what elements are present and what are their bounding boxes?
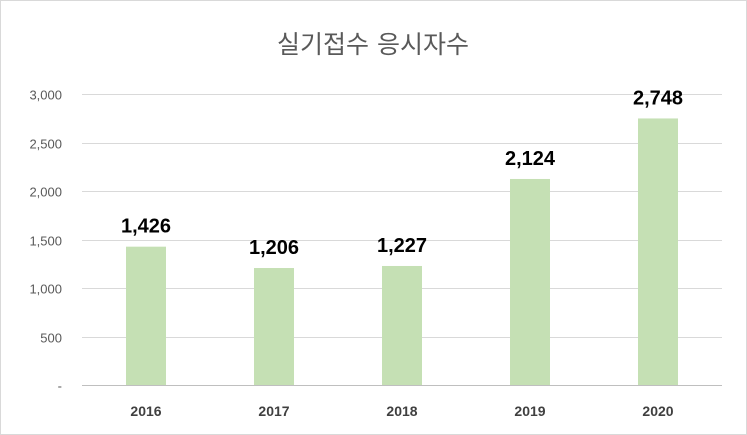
data-label-2017: 1,206 xyxy=(249,237,299,259)
gridlines xyxy=(82,94,722,386)
x-tick-label-2019: 2019 xyxy=(514,403,545,419)
y-tick-label: 1,500 xyxy=(29,234,62,249)
y-tick-label: 500 xyxy=(40,331,62,346)
bar-2017 xyxy=(254,268,294,385)
y-tick-label: 2,000 xyxy=(29,185,62,200)
bar-2018 xyxy=(382,265,422,385)
data-label-2019: 2,124 xyxy=(505,148,556,170)
bar-2016 xyxy=(126,246,166,385)
x-tick-label-2020: 2020 xyxy=(642,403,673,419)
chart-title: 실기접수 응시자수 xyxy=(277,30,469,59)
data-label-2016: 1,426 xyxy=(121,216,171,238)
data-labels: 1,426 1,206 1,227 2,124 2,748 xyxy=(121,87,683,259)
y-tick-label: 2,500 xyxy=(29,137,62,152)
x-tick-label-2017: 2017 xyxy=(258,403,289,419)
bar-2020 xyxy=(638,118,678,385)
y-tick-label: 1,000 xyxy=(29,282,62,297)
bar-2019 xyxy=(510,178,550,385)
y-tick-label: - xyxy=(58,379,62,394)
data-label-2018: 1,227 xyxy=(377,235,427,257)
x-axis-tick-labels: 2016 2017 2018 2019 2020 xyxy=(130,403,673,419)
bars xyxy=(126,118,678,385)
data-label-2020: 2,748 xyxy=(633,87,683,109)
x-tick-label-2016: 2016 xyxy=(130,403,161,419)
y-tick-label: 3,000 xyxy=(29,88,62,103)
x-tick-label-2018: 2018 xyxy=(386,403,417,419)
y-axis-tick-labels: - 500 1,000 1,500 2,000 2,500 3,000 xyxy=(29,88,62,394)
